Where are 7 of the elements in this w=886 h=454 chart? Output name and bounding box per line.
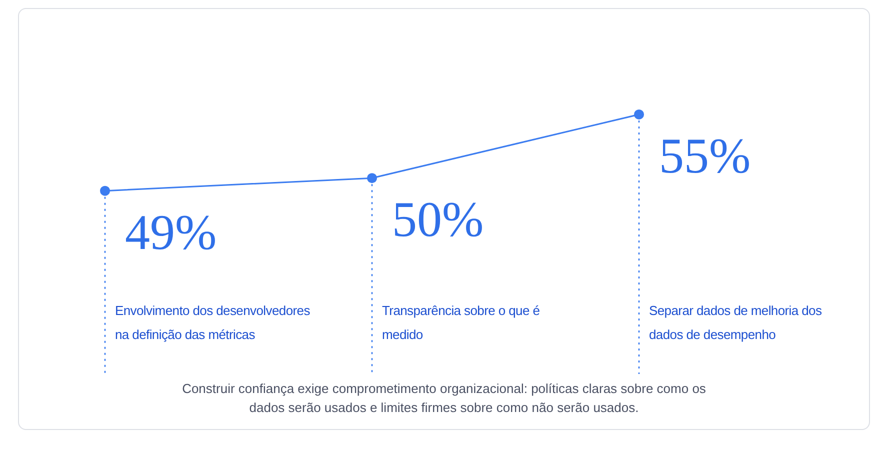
data-label: 55% xyxy=(659,127,751,184)
data-label: 50% xyxy=(392,191,484,248)
data-label: 49% xyxy=(125,204,217,260)
category-label: Envolvimento dos desenvolvedores na definição das métricas xyxy=(115,302,311,344)
category-label: Separar dados de melhoria dos dados de desempenho xyxy=(649,302,823,344)
text: Construir confiança exige comprometimento organizacional: políticas claras sobre como os dados serão usados e limites firmes sobre como não serão usados. xyxy=(181,380,707,417)
category-label: Transparência sobre o que é medido xyxy=(382,302,541,344)
